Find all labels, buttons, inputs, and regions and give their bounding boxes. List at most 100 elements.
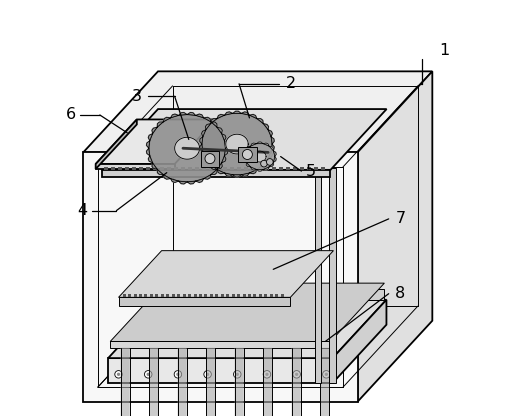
Bar: [281, 294, 284, 297]
Bar: [202, 167, 206, 170]
Polygon shape: [268, 151, 272, 158]
Bar: [300, 167, 304, 170]
Bar: [223, 167, 227, 170]
Circle shape: [265, 373, 269, 376]
Bar: [174, 167, 178, 170]
Polygon shape: [357, 71, 432, 402]
Polygon shape: [200, 144, 203, 151]
Polygon shape: [263, 123, 269, 130]
Text: 5: 5: [306, 163, 316, 178]
Polygon shape: [253, 151, 266, 162]
Bar: [242, 294, 246, 297]
Polygon shape: [102, 109, 386, 170]
Polygon shape: [149, 115, 225, 182]
Bar: [232, 294, 234, 297]
Polygon shape: [206, 348, 215, 417]
Circle shape: [233, 371, 241, 378]
Polygon shape: [249, 169, 257, 174]
Bar: [251, 167, 255, 170]
Bar: [104, 167, 108, 170]
Bar: [153, 167, 157, 170]
Polygon shape: [102, 170, 331, 177]
Polygon shape: [246, 162, 250, 167]
Polygon shape: [291, 348, 301, 417]
Polygon shape: [233, 111, 241, 113]
Polygon shape: [315, 168, 322, 383]
Polygon shape: [146, 148, 150, 156]
Polygon shape: [263, 167, 269, 170]
Polygon shape: [234, 348, 244, 417]
Circle shape: [242, 149, 252, 159]
Polygon shape: [268, 130, 272, 137]
Polygon shape: [271, 137, 274, 144]
Bar: [161, 294, 164, 297]
Polygon shape: [250, 143, 257, 146]
Polygon shape: [178, 181, 187, 184]
Polygon shape: [333, 300, 386, 383]
Polygon shape: [211, 165, 217, 169]
Polygon shape: [222, 156, 226, 163]
Bar: [183, 294, 186, 297]
Polygon shape: [257, 142, 263, 144]
Polygon shape: [204, 175, 211, 179]
Bar: [270, 294, 273, 297]
Polygon shape: [108, 358, 333, 383]
Bar: [139, 167, 143, 170]
Circle shape: [325, 373, 328, 376]
Polygon shape: [119, 297, 290, 306]
Bar: [237, 294, 240, 297]
Circle shape: [295, 373, 298, 376]
Polygon shape: [83, 152, 357, 402]
Polygon shape: [146, 141, 150, 148]
Polygon shape: [269, 146, 274, 151]
Polygon shape: [269, 162, 274, 167]
Circle shape: [117, 373, 120, 376]
Bar: [125, 167, 129, 170]
Bar: [146, 167, 150, 170]
Polygon shape: [241, 112, 249, 115]
Polygon shape: [205, 158, 211, 165]
Bar: [210, 294, 213, 297]
Bar: [294, 167, 297, 170]
Circle shape: [174, 371, 182, 378]
Polygon shape: [163, 117, 171, 122]
Polygon shape: [263, 348, 272, 417]
Polygon shape: [271, 144, 274, 151]
Bar: [160, 167, 164, 170]
Polygon shape: [257, 169, 263, 171]
Bar: [265, 167, 269, 170]
Polygon shape: [211, 169, 217, 175]
Circle shape: [145, 371, 152, 378]
Polygon shape: [202, 113, 272, 175]
Polygon shape: [195, 114, 204, 118]
Bar: [307, 167, 311, 170]
Bar: [122, 294, 126, 297]
Circle shape: [323, 371, 330, 378]
Text: 8: 8: [395, 286, 406, 301]
Polygon shape: [238, 146, 257, 162]
Polygon shape: [243, 156, 247, 162]
Bar: [194, 294, 196, 297]
Polygon shape: [152, 163, 157, 169]
Polygon shape: [96, 119, 137, 169]
Polygon shape: [119, 251, 334, 297]
Polygon shape: [329, 168, 336, 383]
Circle shape: [115, 371, 122, 378]
Text: 2: 2: [286, 76, 296, 91]
Polygon shape: [211, 122, 217, 127]
Bar: [145, 294, 147, 297]
Text: 4: 4: [77, 203, 88, 218]
Bar: [166, 294, 169, 297]
Polygon shape: [217, 114, 224, 119]
Bar: [134, 294, 137, 297]
Polygon shape: [246, 146, 250, 151]
Polygon shape: [249, 114, 257, 119]
Polygon shape: [257, 119, 263, 123]
Bar: [188, 294, 191, 297]
Bar: [244, 167, 248, 170]
Polygon shape: [217, 127, 222, 133]
Circle shape: [293, 371, 300, 378]
Bar: [177, 294, 180, 297]
Polygon shape: [204, 117, 211, 122]
Circle shape: [176, 373, 180, 376]
